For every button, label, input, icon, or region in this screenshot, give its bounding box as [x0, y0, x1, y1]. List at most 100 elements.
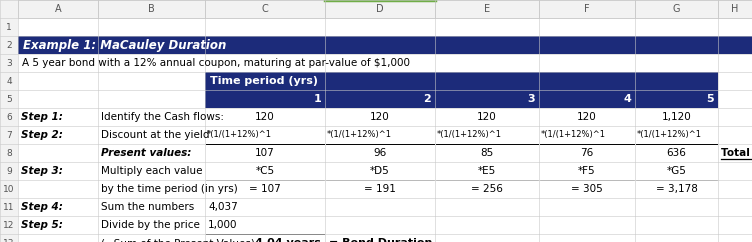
Text: Example 1: MaCauley Duration: Example 1: MaCauley Duration: [23, 38, 226, 52]
Text: Multiply each value: Multiply each value: [101, 166, 202, 176]
Bar: [0, 216, 18, 234]
Text: 2: 2: [6, 40, 12, 50]
Bar: [18, 36, 752, 54]
Text: H: H: [731, 4, 738, 14]
Bar: [0, 144, 18, 162]
Text: Step 2:: Step 2:: [21, 130, 63, 140]
Text: 5: 5: [6, 94, 12, 104]
Text: = 107: = 107: [249, 184, 281, 194]
Text: Step 3:: Step 3:: [21, 166, 63, 176]
Text: 1: 1: [6, 23, 12, 31]
Text: 11: 11: [3, 203, 15, 212]
Bar: [205, 0, 325, 18]
Bar: [0, 198, 18, 216]
Text: 3: 3: [527, 94, 535, 104]
Text: Step 5:: Step 5:: [21, 220, 63, 230]
Text: *F5: *F5: [578, 166, 596, 176]
Text: 4: 4: [6, 76, 12, 85]
Text: 1,120: 1,120: [662, 112, 691, 122]
Text: *D5: *D5: [370, 166, 390, 176]
Text: 13: 13: [3, 239, 15, 242]
Text: 120: 120: [477, 112, 497, 122]
Text: *(1/(1+12%)^1: *(1/(1+12%)^1: [437, 130, 502, 139]
Bar: [205, 72, 718, 90]
Text: 120: 120: [577, 112, 597, 122]
Bar: [205, 90, 325, 108]
Bar: [0, 72, 18, 90]
Text: *E5: *E5: [478, 166, 496, 176]
Text: = 305: = 305: [571, 184, 603, 194]
Bar: [635, 0, 718, 18]
Text: E: E: [484, 4, 490, 14]
Text: 1: 1: [314, 94, 321, 104]
Text: 96: 96: [374, 148, 387, 158]
Bar: [0, 126, 18, 144]
Text: *(1/(1+12%)^1: *(1/(1+12%)^1: [327, 130, 392, 139]
Text: 5: 5: [706, 94, 714, 104]
Bar: [0, 234, 18, 242]
Text: 8: 8: [6, 149, 12, 158]
Text: = 191: = 191: [364, 184, 396, 194]
Text: 4.04 years: 4.04 years: [255, 238, 321, 242]
Text: Sum the numbers: Sum the numbers: [101, 202, 194, 212]
Bar: [718, 0, 752, 18]
Text: 10: 10: [3, 184, 15, 194]
Bar: [0, 180, 18, 198]
Text: by the time period (in yrs): by the time period (in yrs): [101, 184, 238, 194]
Text: Discount at the yield: Discount at the yield: [101, 130, 210, 140]
Bar: [435, 90, 539, 108]
Text: F: F: [584, 4, 590, 14]
Bar: [539, 0, 635, 18]
Bar: [0, 162, 18, 180]
Text: Identify the Cash flows:: Identify the Cash flows:: [101, 112, 224, 122]
Text: 120: 120: [370, 112, 390, 122]
Text: Total = $1,000: Total = $1,000: [721, 148, 752, 158]
Text: Divide by the price: Divide by the price: [101, 220, 200, 230]
Text: 2: 2: [423, 94, 431, 104]
Text: = Bond Duration: = Bond Duration: [329, 238, 432, 242]
Bar: [539, 90, 635, 108]
Text: 636: 636: [666, 148, 687, 158]
Text: 107: 107: [255, 148, 275, 158]
Text: 7: 7: [6, 130, 12, 139]
Text: 76: 76: [581, 148, 593, 158]
Bar: [18, 0, 98, 18]
Bar: [635, 90, 718, 108]
Text: 9: 9: [6, 166, 12, 175]
Text: *(1/(1+12%)^1: *(1/(1+12%)^1: [541, 130, 606, 139]
Bar: [0, 108, 18, 126]
Bar: [325, 0, 435, 18]
Text: 1,000: 1,000: [208, 220, 238, 230]
Bar: [0, 54, 18, 72]
Text: (=Sum of the Present Values): (=Sum of the Present Values): [101, 238, 255, 242]
Text: 120: 120: [255, 112, 275, 122]
Text: Step 4:: Step 4:: [21, 202, 63, 212]
Bar: [0, 90, 18, 108]
Text: = 3,178: = 3,178: [656, 184, 697, 194]
Text: *G5: *G5: [666, 166, 687, 176]
Bar: [98, 0, 205, 18]
Text: 4: 4: [623, 94, 631, 104]
Text: A 5 year bond with a 12% annual coupon, maturing at par-value of $1,000: A 5 year bond with a 12% annual coupon, …: [22, 58, 410, 68]
Text: Step 1:: Step 1:: [21, 112, 63, 122]
Text: Time period (yrs): Time period (yrs): [210, 76, 318, 86]
Text: 6: 6: [6, 113, 12, 121]
Text: = 256: = 256: [471, 184, 503, 194]
Bar: [325, 90, 435, 108]
Text: A: A: [55, 4, 62, 14]
Text: Present values:: Present values:: [101, 148, 191, 158]
Bar: [0, 0, 18, 18]
Text: 12: 12: [3, 220, 15, 229]
Text: *(1/(1+12%)^1: *(1/(1+12%)^1: [207, 130, 272, 139]
Text: B: B: [148, 4, 155, 14]
Text: 3: 3: [6, 59, 12, 68]
Bar: [435, 0, 539, 18]
Bar: [0, 36, 18, 54]
Text: *C5: *C5: [256, 166, 274, 176]
Text: 85: 85: [481, 148, 493, 158]
Text: C: C: [262, 4, 268, 14]
Text: *(1/(1+12%)^1: *(1/(1+12%)^1: [637, 130, 702, 139]
Text: D: D: [376, 4, 384, 14]
Bar: [0, 18, 18, 36]
Text: 4,037: 4,037: [208, 202, 238, 212]
